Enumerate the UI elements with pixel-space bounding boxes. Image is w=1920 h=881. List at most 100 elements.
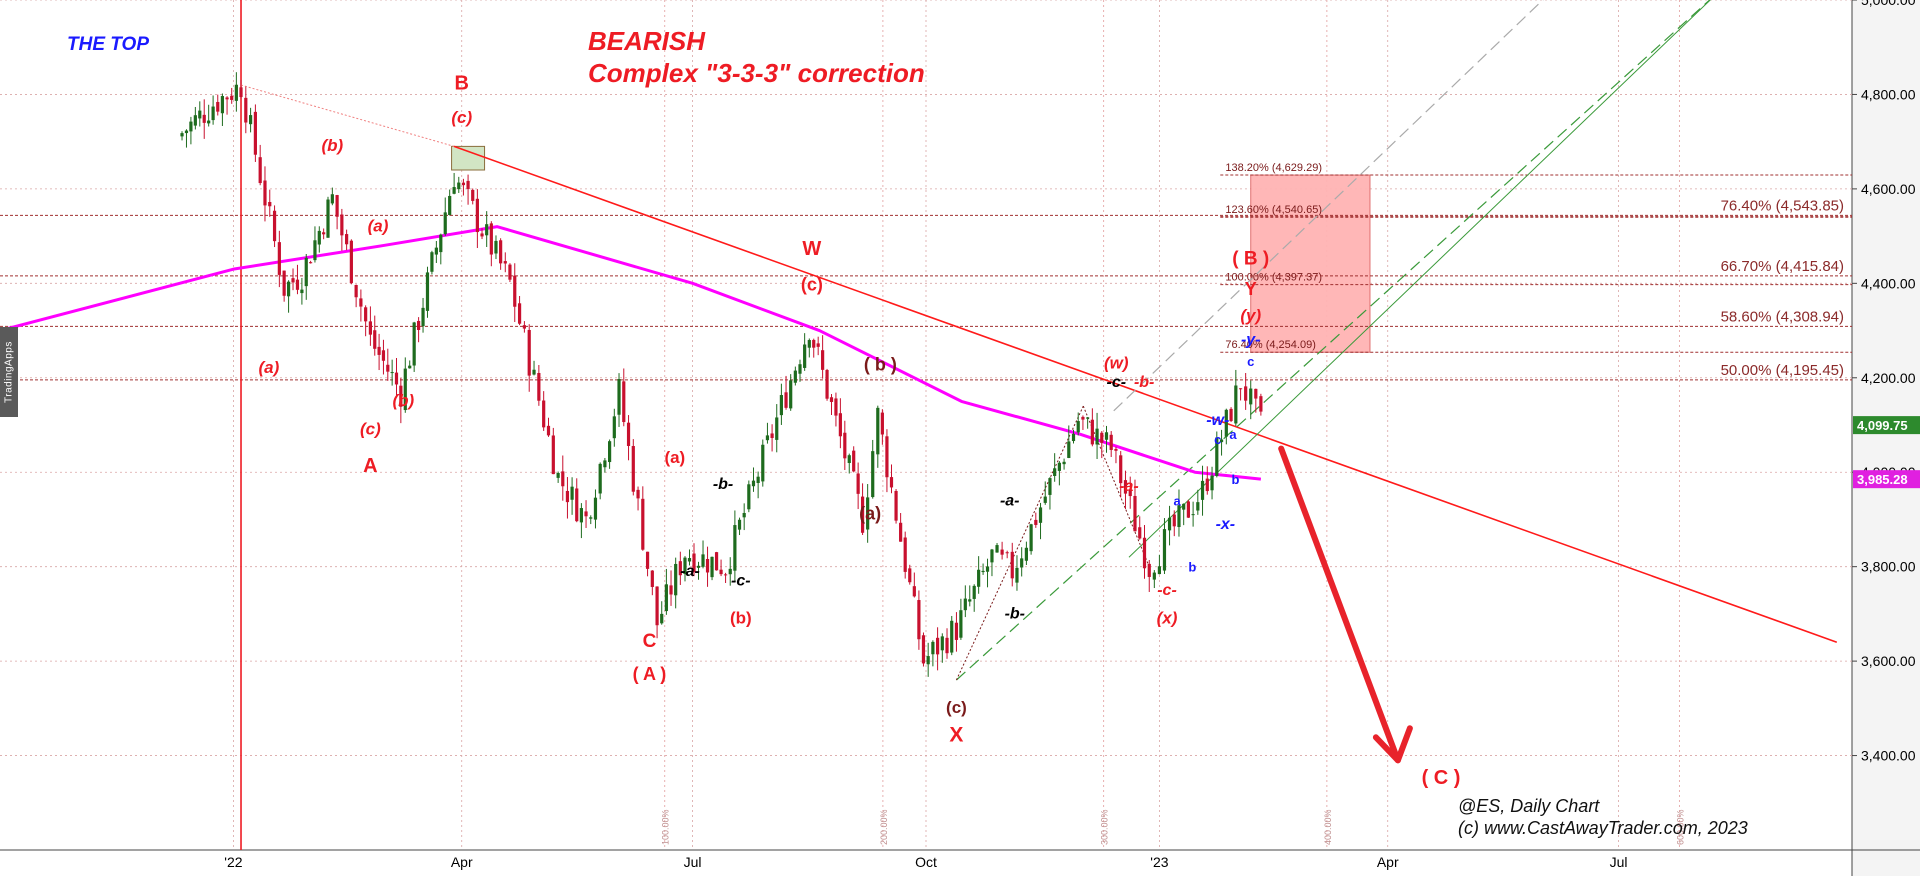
candle-body	[1210, 475, 1214, 491]
candle-body	[452, 187, 456, 194]
candle-body	[812, 339, 816, 348]
candle-body	[272, 210, 277, 242]
wave-label: b	[1232, 472, 1240, 487]
candle-body	[779, 395, 783, 416]
candle-body	[1081, 416, 1085, 420]
candle-body	[184, 130, 189, 134]
candle-body	[386, 364, 390, 372]
target-zone	[1250, 174, 1371, 353]
wave-label: ( A )	[633, 664, 667, 684]
candle-body	[508, 264, 512, 280]
candle-body	[1177, 505, 1181, 528]
candle-body	[542, 400, 546, 428]
candle-body	[880, 412, 884, 435]
candle-body	[457, 182, 461, 190]
candle-body	[678, 561, 682, 576]
wave-label: -b-	[713, 476, 733, 493]
candle-body	[480, 233, 484, 237]
candle-body	[1138, 527, 1142, 539]
candle-body	[733, 525, 737, 571]
candle-body	[326, 199, 330, 238]
wave-label: ( B )	[1232, 248, 1269, 269]
candle-body	[399, 385, 403, 407]
wave-label: (a)	[368, 216, 389, 235]
candle-body	[1020, 558, 1024, 568]
price-tick-label: 5,000.00	[1861, 0, 1916, 8]
candle-body	[556, 472, 560, 478]
candle-body	[894, 490, 898, 521]
candle-body	[641, 498, 645, 550]
candle-body	[1090, 419, 1094, 445]
candle-body	[1000, 549, 1004, 555]
candle-body	[373, 330, 377, 349]
wave-label: -b-	[1005, 606, 1025, 623]
candle-body	[889, 477, 894, 488]
candle-body	[650, 570, 654, 587]
candle-body	[1104, 432, 1109, 440]
candle-body	[286, 281, 291, 297]
candle-body	[527, 329, 531, 376]
candle-body	[885, 436, 889, 478]
time-fib-label: 200.00%	[879, 809, 889, 845]
candle-body	[412, 322, 416, 366]
footer-copyright: (c) www.CastAwayTrader.com, 2023	[1458, 818, 1748, 838]
ma-line	[0, 225, 1262, 481]
candle-body	[291, 278, 295, 283]
candle-body	[784, 392, 788, 408]
candle-body	[570, 486, 574, 500]
wave-label: (x)	[1157, 608, 1178, 627]
time-tick-label: Apr	[1377, 854, 1399, 870]
candle-body	[1095, 428, 1099, 445]
candle-body	[417, 320, 421, 330]
candle-body	[1205, 478, 1209, 492]
candle-body	[710, 556, 714, 578]
candle-body	[300, 289, 304, 294]
wave-label: -w-	[1206, 412, 1229, 429]
candle-body	[1133, 495, 1137, 532]
wave-label: (c)	[946, 698, 967, 717]
candle-body	[1067, 441, 1071, 458]
wave-label: b	[1188, 559, 1196, 574]
candle-body	[1196, 502, 1200, 511]
candle-body	[1062, 461, 1066, 465]
candle-body	[876, 407, 880, 455]
candle-body	[198, 110, 202, 119]
wave-label: c	[1247, 354, 1254, 369]
candle-body	[612, 416, 616, 439]
wave-label: -y-	[1241, 332, 1261, 349]
candle-body	[1048, 478, 1052, 495]
candle-body	[313, 240, 317, 261]
candle-body	[1076, 421, 1080, 433]
candle-body	[335, 195, 339, 217]
projection-arrow-shaft	[1278, 445, 1401, 764]
candle-body	[954, 622, 959, 640]
candle-body	[963, 598, 967, 611]
price-tick-label: 4,800.00	[1861, 86, 1916, 102]
fib-retrace-label: 58.60% (4,308.94)	[1721, 308, 1844, 325]
candle-body	[248, 115, 253, 125]
candle-body	[608, 441, 612, 463]
candle-body	[390, 372, 394, 374]
candle-body	[211, 106, 215, 121]
wave-label: a	[1229, 427, 1237, 442]
candle-body	[631, 446, 635, 492]
candle-body	[912, 586, 916, 597]
wave-label: -b-	[1134, 374, 1154, 391]
time-fib-label: 100.00%	[661, 809, 671, 845]
wave-label: X	[949, 723, 963, 746]
candle-body	[598, 463, 602, 494]
ma-value-badge-bg	[1853, 470, 1920, 489]
candle-body	[789, 380, 793, 409]
tradingapps-tab[interactable]: TradingApps	[0, 327, 18, 417]
wave-label: (b)	[730, 608, 752, 627]
candle-body	[742, 512, 746, 518]
candle-body	[775, 417, 779, 440]
candle-body	[494, 240, 498, 254]
candle-body	[377, 346, 381, 355]
candle-body	[950, 620, 954, 653]
fib-level-label: 138.20% (4,629.29)	[1225, 162, 1322, 174]
candle-body	[847, 455, 851, 463]
candle-body	[821, 350, 825, 370]
candle-body	[461, 182, 466, 186]
